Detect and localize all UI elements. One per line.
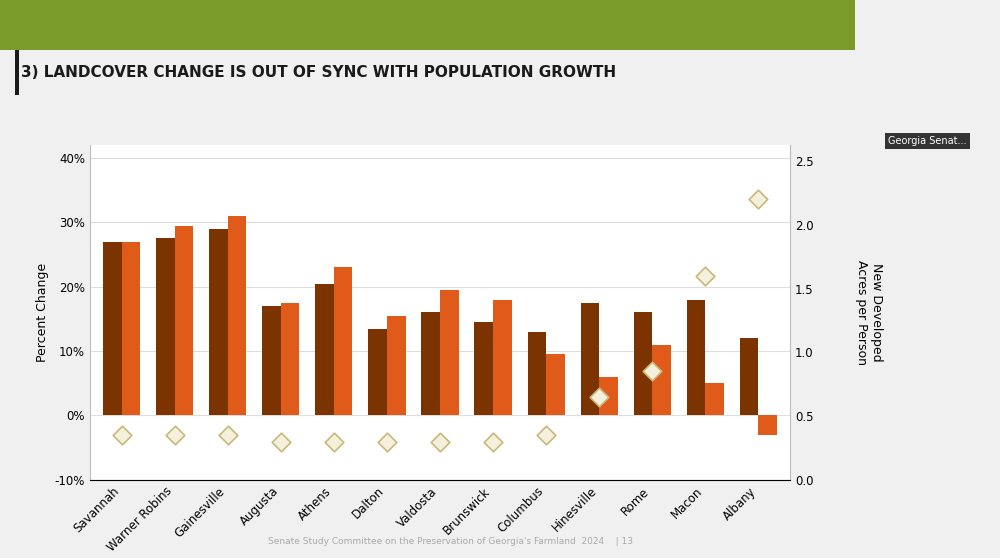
Bar xyxy=(175,225,193,416)
Point xyxy=(379,437,395,446)
Bar xyxy=(652,345,671,416)
Point xyxy=(697,271,713,280)
Point xyxy=(538,431,554,440)
Point xyxy=(273,437,289,446)
Point xyxy=(644,367,660,376)
Bar xyxy=(599,377,618,416)
Point xyxy=(591,392,607,401)
Bar xyxy=(262,306,281,416)
Text: Georgia Senat...: Georgia Senat... xyxy=(888,136,967,146)
Point xyxy=(750,195,766,204)
Bar xyxy=(15,50,19,95)
Point xyxy=(167,431,183,440)
Bar xyxy=(0,0,855,50)
Text: 3) LANDCOVER CHANGE IS OUT OF SYNC WITH POPULATION GROWTH: 3) LANDCOVER CHANGE IS OUT OF SYNC WITH … xyxy=(21,65,616,80)
Point xyxy=(432,437,448,446)
Y-axis label: New Developed
Acres per Person: New Developed Acres per Person xyxy=(855,260,883,365)
Bar xyxy=(315,283,334,416)
Bar xyxy=(228,216,246,416)
Bar xyxy=(581,303,599,416)
Bar xyxy=(528,332,546,416)
Bar xyxy=(687,300,705,416)
Bar xyxy=(740,338,758,416)
Bar xyxy=(421,312,440,416)
Bar xyxy=(209,229,228,416)
Point xyxy=(326,437,342,446)
Bar xyxy=(634,312,652,416)
Bar xyxy=(705,383,724,416)
Text: Senate Study Committee on the Preservation of Georgia's Farmland  2024    | 13: Senate Study Committee on the Preservati… xyxy=(268,537,633,546)
Bar xyxy=(103,242,122,416)
Bar xyxy=(156,238,175,416)
Y-axis label: Percent Change: Percent Change xyxy=(36,263,49,362)
Bar xyxy=(368,329,387,416)
Bar xyxy=(493,300,512,416)
Bar xyxy=(474,322,493,416)
Bar xyxy=(334,267,352,416)
Bar xyxy=(440,290,459,416)
Bar xyxy=(387,316,406,416)
Point xyxy=(220,431,236,440)
Point xyxy=(485,437,501,446)
Point xyxy=(114,431,130,440)
Bar xyxy=(758,416,777,435)
Bar xyxy=(281,303,299,416)
Bar xyxy=(546,354,565,416)
Bar xyxy=(122,242,140,416)
